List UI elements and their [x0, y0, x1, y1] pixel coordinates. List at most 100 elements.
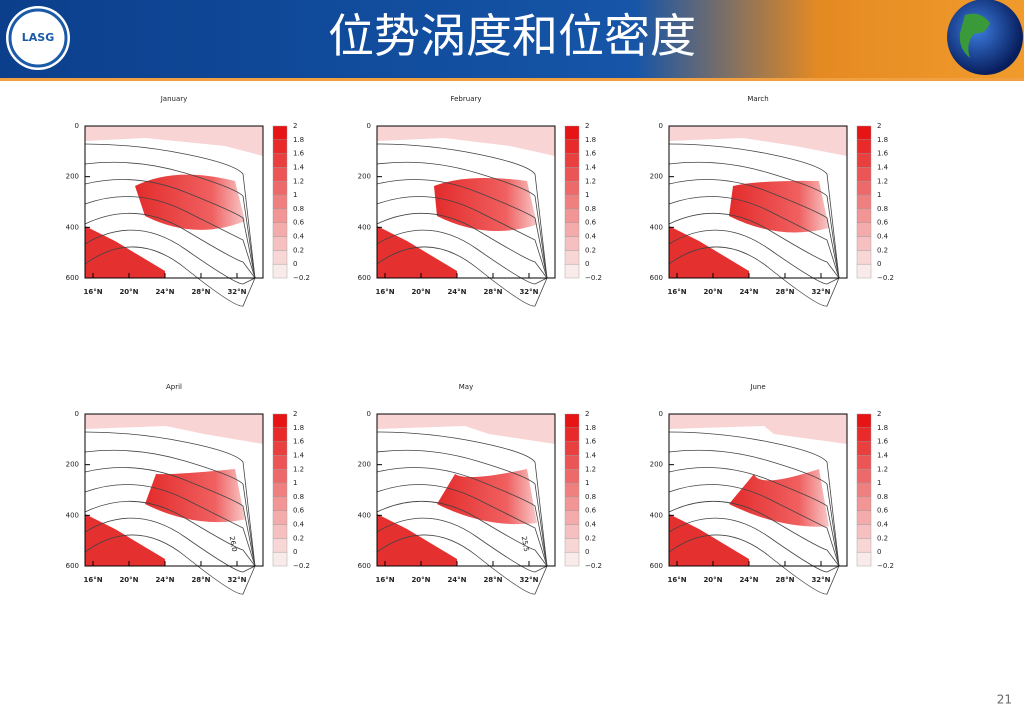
shading-top	[669, 126, 847, 156]
colorbar-box	[856, 441, 872, 456]
y-tick-label: 600	[650, 562, 663, 570]
colorbar-label: 1.6	[877, 150, 889, 158]
contour	[668, 143, 840, 279]
colorbar-label: 2	[585, 122, 589, 130]
shading-mid	[729, 180, 829, 233]
colorbar-label: 1.2	[877, 177, 888, 185]
colorbar-box	[272, 469, 288, 484]
y-tick-label: 600	[650, 274, 663, 282]
y-tick-label: 400	[650, 223, 663, 231]
y-tick-label: 200	[358, 173, 371, 181]
colorbar-label: 0	[293, 260, 297, 268]
colorbar-label: 1.8	[585, 136, 596, 144]
x-tick-label: 24°N	[739, 576, 758, 584]
colorbar-label: 2	[293, 122, 297, 130]
contour	[668, 246, 840, 307]
panel: February 0 200 400 600 16°N 20°N 24°N 28°N 32°N 2 1…	[358, 95, 602, 307]
colorbar-box	[272, 153, 288, 168]
x-tick-label: 32°N	[227, 288, 246, 296]
contour	[668, 161, 840, 279]
y-tick-label: 600	[358, 274, 371, 282]
colorbar-box	[856, 181, 872, 196]
colorbar-box	[856, 551, 872, 567]
shading-low	[669, 514, 749, 566]
colorbar-label: 0	[877, 260, 881, 268]
contour	[84, 484, 256, 567]
colorbar-label: 0.4	[293, 521, 305, 529]
colorbar-box	[564, 181, 580, 196]
colorbar-label: 2	[877, 410, 881, 418]
x-tick-label: 32°N	[519, 576, 538, 584]
colorbar-label: 1	[585, 191, 589, 199]
logo	[6, 6, 70, 70]
contour	[668, 449, 840, 567]
colorbar-label: 0.2	[877, 246, 888, 254]
contour	[84, 246, 256, 307]
colorbar-box	[564, 236, 580, 251]
colorbar-label: 0.8	[585, 205, 596, 213]
panel: March 0 200 400 600 16°N 20°N 24°N 28°N 32°N 2 1.8 1…	[650, 95, 894, 307]
colorbar-label: 0.8	[877, 493, 888, 501]
colorbar-label: 1.8	[293, 424, 304, 432]
colorbar-box	[272, 181, 288, 196]
y-tick-label: 200	[66, 173, 79, 181]
panel: January 0 200 400 600 16°N 20°N 24°N 28°N 32°N 2 1.…	[66, 95, 310, 307]
panel-title: May	[459, 383, 473, 391]
contour	[668, 229, 840, 285]
x-tick-label: 24°N	[155, 576, 174, 584]
colorbar-label: −0.2	[293, 562, 310, 570]
colorbar-label: 0.4	[585, 521, 597, 529]
contour	[84, 212, 256, 279]
colorbar-box	[856, 482, 872, 498]
colorbar-box	[272, 551, 288, 567]
colorbar-label: 1.6	[293, 150, 305, 158]
x-tick-label: 24°N	[155, 288, 174, 296]
x-tick-label: 32°N	[811, 288, 830, 296]
colorbar-box	[272, 510, 288, 525]
colorbar-label: 1.2	[293, 465, 304, 473]
colorbar-box	[564, 167, 580, 182]
contour	[376, 500, 548, 567]
colorbar-label: 0.2	[585, 534, 596, 542]
colorbar-box	[272, 482, 288, 498]
colorbar-label: 2	[585, 410, 589, 418]
colorbar-label: 0.6	[585, 219, 597, 227]
shading-top	[85, 414, 263, 444]
colorbar-label: 0.8	[585, 493, 596, 501]
colorbar-box	[272, 167, 288, 182]
colorbar-label: 0	[585, 260, 589, 268]
x-tick-label: 16°N	[83, 288, 102, 296]
y-tick-label: 0	[75, 122, 79, 130]
plot-frame	[376, 125, 556, 279]
colorbar-box	[272, 263, 288, 279]
colorbar-box	[564, 551, 580, 567]
colorbar-box	[272, 125, 288, 141]
contour-label: 26.0	[228, 536, 239, 553]
x-tick-label: 32°N	[811, 576, 830, 584]
contour	[84, 449, 256, 567]
colorbar-box	[564, 427, 580, 442]
y-tick-label: 200	[66, 461, 79, 469]
plot-frame	[668, 125, 848, 279]
colorbar-label: 0.2	[585, 246, 596, 254]
y-tick-label: 400	[66, 223, 79, 231]
x-tick-label: 16°N	[375, 288, 394, 296]
plot-frame	[84, 413, 264, 567]
x-tick-label: 28°N	[483, 576, 502, 584]
contour	[376, 196, 548, 279]
contour	[668, 500, 840, 567]
panel-title: February	[450, 95, 481, 103]
x-tick-label: 24°N	[739, 288, 758, 296]
plot-frame	[84, 125, 264, 279]
colorbar-box	[564, 538, 580, 553]
colorbar-box	[564, 482, 580, 498]
colorbar-label: −0.2	[293, 274, 310, 282]
logo-text: LASG	[22, 31, 54, 44]
contour	[376, 246, 548, 307]
x-tick-label: 20°N	[119, 288, 138, 296]
colorbar-label: 1.2	[877, 465, 888, 473]
contour	[84, 161, 256, 279]
contour	[376, 143, 548, 279]
contour	[376, 229, 548, 285]
